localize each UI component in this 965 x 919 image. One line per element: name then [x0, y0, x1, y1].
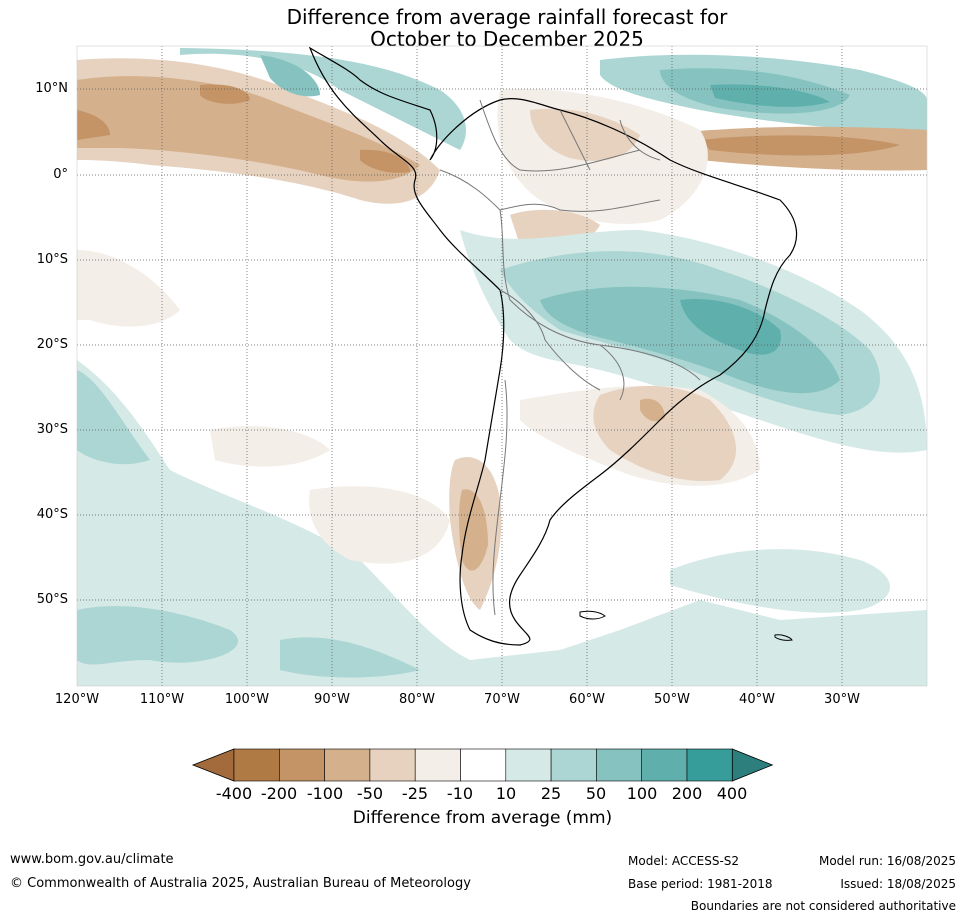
lon-label-90w: 90°W	[314, 692, 350, 707]
shade-sw-atlantic-teal	[670, 549, 890, 613]
lon-label-70w: 70°W	[484, 692, 520, 707]
lon-label-100w: 100°W	[224, 692, 270, 707]
colorbar-extend-high	[731, 748, 774, 782]
colorbar-tick: 400	[716, 784, 748, 803]
colorbar-swatch	[460, 748, 507, 782]
shade-south-pacific-3	[77, 606, 239, 665]
model-name: Model: ACCESS-S2	[628, 854, 740, 868]
lon-label-80w: 80°W	[399, 692, 435, 707]
colorbar-swatch	[414, 748, 461, 782]
lat-label-10n: 10°N	[35, 81, 68, 96]
colorbar-tick: -25	[401, 784, 429, 803]
colorbar-tick: 25	[540, 784, 562, 803]
lon-label-110w: 110°W	[139, 692, 185, 707]
colorbar-tick: -400	[215, 784, 253, 803]
south-georgia	[774, 634, 793, 641]
country-borders	[439, 99, 701, 616]
map-title-line-2: October to December 2025	[370, 27, 644, 51]
shade-south-pacific-4	[280, 637, 420, 678]
shade-atlantic-brown-2	[700, 135, 900, 156]
shade-se-brown-2	[593, 385, 737, 481]
shade-west-pacific-brown	[77, 250, 180, 327]
shade-patagonia-brown-2	[459, 489, 488, 571]
lon-label-120w: 120°W	[54, 692, 100, 707]
map-title-line-1: Difference from average rainfall forecas…	[286, 5, 728, 29]
colorbar-swatch	[641, 748, 688, 782]
colorbar-tick: -100	[306, 784, 344, 803]
shade-northern-brown-band-3	[77, 110, 110, 140]
lat-label-10s: 10°S	[36, 252, 68, 267]
colorbar-tick: 50	[585, 784, 607, 803]
colorbar-swatch	[278, 748, 325, 782]
shade-caribbean-teal-2	[260, 55, 320, 97]
colorbar-swatch	[369, 748, 416, 782]
colorbar-tick: -10	[446, 784, 474, 803]
base-period: Base period: 1981-2018	[628, 877, 773, 891]
colorbar-tick: -50	[356, 784, 384, 803]
model-run-date: Model run: 16/08/2025	[818, 854, 956, 868]
issued-date: Issued: 18/08/2025	[840, 877, 956, 891]
shade-northern-brown-core-2	[360, 149, 410, 173]
shade-northern-brown-band-2	[77, 76, 420, 182]
shade-brazil-teal-3	[540, 286, 840, 394]
colorbar-tick: 10	[495, 784, 517, 803]
lat-label-20s: 20°S	[36, 337, 68, 352]
website-link[interactable]: www.bom.gov.au/climate	[10, 852, 174, 867]
falkland-islands	[579, 610, 606, 620]
colorbar-swatch	[686, 748, 733, 782]
shade-nsa-brown-2	[530, 108, 640, 161]
colorbar-title: Difference from average (mm)	[352, 808, 613, 828]
shade-atlantic-teal-3	[710, 84, 830, 107]
lat-label-40s: 40°S	[36, 507, 68, 522]
lon-label-40w: 40°W	[739, 692, 775, 707]
copyright-text: © Commonwealth of Australia 2025, Austra…	[10, 876, 471, 891]
colorbar-tick: -200	[260, 784, 298, 803]
colorbar-swatch	[505, 748, 552, 782]
lon-label-30w: 30°W	[824, 692, 860, 707]
colorbar-swatch	[233, 748, 280, 782]
colorbar-tick: 100	[626, 784, 658, 803]
lon-label-50w: 50°W	[654, 692, 690, 707]
colorbar-swatch	[596, 748, 643, 782]
shade-se-brown-3	[640, 398, 665, 422]
colorbar-swatch	[324, 748, 371, 782]
colorbar	[191, 748, 774, 782]
colorbar-tick: 200	[671, 784, 703, 803]
boundaries-disclaimer: Boundaries are not considered authoritat…	[690, 899, 956, 913]
lat-label-0: 0°	[53, 167, 68, 182]
colorbar-swatch	[550, 748, 597, 782]
colorbar-extend-low	[191, 748, 235, 782]
shade-brazil-teal-4	[680, 299, 781, 355]
lat-label-50s: 50°S	[36, 592, 68, 607]
shade-caribbean-teal	[180, 48, 466, 150]
lat-label-30s: 30°S	[36, 422, 68, 437]
shade-se-pacific-brown	[309, 486, 450, 564]
shade-se-pacific-brown-2	[210, 426, 330, 467]
lon-label-60w: 60°W	[569, 692, 605, 707]
shade-south-pacific	[77, 360, 927, 686]
shade-south-pacific-2	[77, 370, 150, 465]
map-frame	[76, 45, 928, 687]
